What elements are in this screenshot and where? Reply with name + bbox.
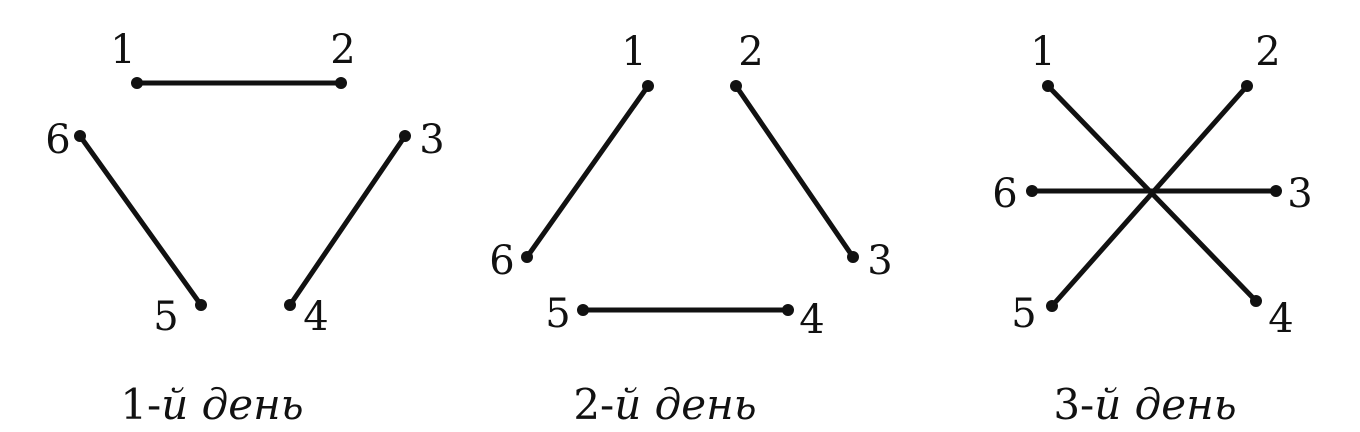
- vertex-3-dot: [1270, 185, 1282, 197]
- vertex-5-dot: [1046, 300, 1058, 312]
- caption-number: 3-: [1053, 380, 1094, 429]
- vertex-3-label: 3: [867, 238, 892, 284]
- vertex-3-dot: [847, 251, 859, 263]
- vertex-2-label: 2: [330, 27, 355, 73]
- caption-day-text: й день: [614, 380, 756, 429]
- vertex-5-label: 5: [1011, 291, 1036, 337]
- vertex-6-dot: [1026, 185, 1038, 197]
- vertex-4-label: 4: [1268, 296, 1293, 342]
- caption-number: 2-: [573, 380, 614, 429]
- day-3-diagram: 1 2 3 4 5 6 3-й день: [992, 29, 1312, 429]
- vertex-1-dot: [1042, 80, 1054, 92]
- edge-3-4: [287, 133, 408, 308]
- vertex-1-dot: [642, 80, 654, 92]
- vertex-3-label: 3: [1287, 171, 1312, 217]
- vertex-1-label: 1: [621, 29, 646, 75]
- day-1-caption: 1-й день: [120, 380, 303, 429]
- vertex-6-dot: [521, 251, 533, 263]
- vertex-5-dot: [577, 304, 589, 316]
- edge-6-5: [77, 133, 204, 308]
- vertex-3-dot: [399, 130, 411, 142]
- vertex-4-dot: [782, 304, 794, 316]
- vertex-4-dot: [284, 299, 296, 311]
- vertex-1-label: 1: [1030, 29, 1055, 75]
- vertex-2-label: 2: [738, 29, 763, 75]
- vertex-4-dot: [1250, 295, 1262, 307]
- vertex-4-label: 4: [799, 297, 824, 343]
- vertex-1-dot: [131, 77, 143, 89]
- vertex-4-label: 4: [303, 294, 328, 340]
- caption-number: 1-: [120, 380, 161, 429]
- caption-day-text: й день: [1094, 380, 1236, 429]
- vertex-2-dot: [730, 80, 742, 92]
- vertex-5-label: 5: [153, 294, 178, 340]
- edge-1-6: [524, 83, 651, 260]
- vertex-2-dot: [335, 77, 347, 89]
- vertex-5-dot: [195, 299, 207, 311]
- day-2-caption: 2-й день: [573, 380, 756, 429]
- vertex-3-label: 3: [419, 117, 444, 163]
- day-1-diagram: 1 2 3 4 5 6 1-й день: [45, 27, 444, 429]
- vertex-2-dot: [1241, 80, 1253, 92]
- vertex-6-label: 6: [45, 117, 70, 163]
- vertex-2-label: 2: [1255, 29, 1280, 75]
- edge-2-3: [733, 83, 856, 260]
- day-3-caption: 3-й день: [1053, 380, 1236, 429]
- vertex-6-dot: [74, 130, 86, 142]
- vertex-6-label: 6: [992, 171, 1017, 217]
- edge-2-5: [1049, 83, 1250, 309]
- vertex-5-label: 5: [545, 291, 570, 337]
- vertex-1-label: 1: [110, 27, 135, 73]
- vertex-6-label: 6: [489, 238, 514, 284]
- caption-day-text: й день: [161, 380, 303, 429]
